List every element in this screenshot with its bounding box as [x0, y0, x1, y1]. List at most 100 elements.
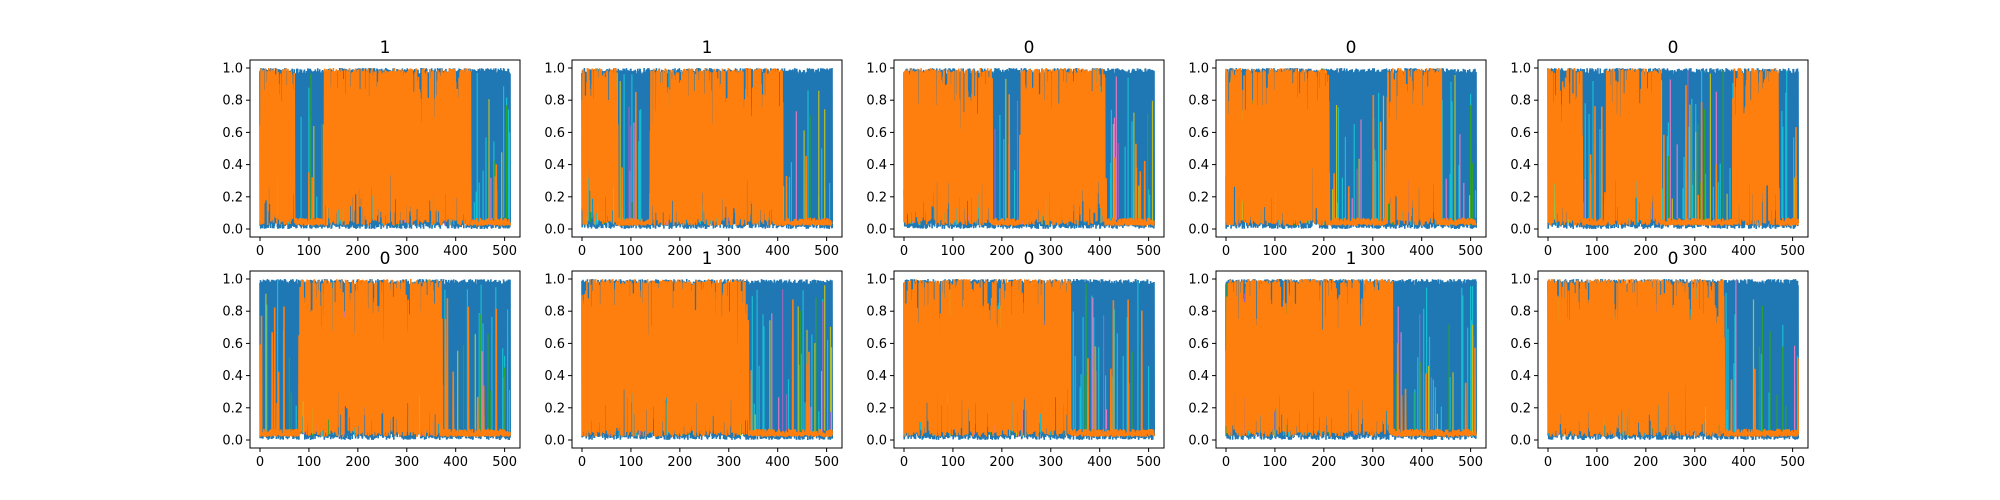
plot-area [903, 278, 1155, 441]
x-tick-label: 100 [941, 455, 966, 470]
y-tick-label: 0.4 [544, 369, 565, 384]
series-line-orange [259, 278, 511, 439]
subplot-3: 0.0 0.2 0.4 0.6 0.8 1.0 0 100 200 300 400 500 0 [866, 38, 1165, 259]
x-tick-label: 200 [989, 244, 1014, 259]
y-tick-label: 0.2 [544, 190, 565, 205]
x-tick-label: 300 [394, 244, 419, 259]
plot-area [581, 67, 833, 230]
x-tick-label: 200 [667, 455, 692, 470]
x-tick-label: 400 [443, 244, 468, 259]
subplot-4: 0.0 0.2 0.4 0.6 0.8 1.0 0 100 200 300 400 500 0 [1188, 38, 1487, 259]
y-tick-label: 0.6 [1510, 126, 1531, 141]
y-tick-label: 0.0 [866, 223, 887, 238]
y-tick-label: 0.8 [1510, 305, 1531, 320]
y-tick-label: 1.0 [544, 62, 565, 77]
plot-area [1225, 67, 1477, 230]
y-tick-label: 1.0 [222, 62, 243, 77]
subplot-9: 0.0 0.2 0.4 0.6 0.8 1.0 0 100 200 300 400 500 1 [1188, 249, 1487, 470]
plot-area [259, 67, 511, 230]
x-tick-label: 300 [716, 455, 741, 470]
x-tick-label: 500 [492, 455, 517, 470]
x-tick-label: 100 [1585, 455, 1610, 470]
y-tick-label: 1.0 [866, 273, 887, 288]
y-tick-label: 0.6 [1188, 337, 1209, 352]
subplot-5: 0.0 0.2 0.4 0.6 0.8 1.0 0 100 200 300 400 500 0 [1510, 38, 1809, 259]
x-tick-label: 300 [1038, 455, 1063, 470]
plot-area [581, 278, 833, 441]
x-tick-label: 100 [1263, 455, 1288, 470]
series-line-orange [1225, 278, 1477, 439]
x-tick-label: 200 [1311, 455, 1336, 470]
series-line-orange [259, 67, 511, 228]
x-tick-label: 200 [345, 244, 370, 259]
y-tick-label: 0.4 [1510, 369, 1531, 384]
plot-area [1547, 278, 1799, 441]
x-tick-label: 400 [443, 455, 468, 470]
y-tick-label: 0.8 [544, 305, 565, 320]
y-tick-label: 0.6 [222, 337, 243, 352]
series-line-orange [903, 67, 1155, 228]
y-tick-label: 0.0 [1510, 223, 1531, 238]
x-tick-label: 300 [1682, 455, 1707, 470]
x-tick-label: 400 [1409, 244, 1434, 259]
y-tick-label: 1.0 [1188, 273, 1209, 288]
x-tick-label: 0 [256, 455, 264, 470]
y-tick-label: 0.6 [544, 337, 565, 352]
y-tick-label: 0.0 [544, 434, 565, 449]
plot-area [903, 67, 1155, 230]
y-tick-label: 0.4 [1510, 158, 1531, 173]
subplot-8: 0.0 0.2 0.4 0.6 0.8 1.0 0 100 200 300 400 500 0 [866, 249, 1165, 470]
y-tick-label: 0.0 [1188, 223, 1209, 238]
subplot-title: 0 [1668, 249, 1679, 269]
x-tick-label: 200 [1633, 455, 1658, 470]
series-line-orange [1547, 278, 1799, 438]
axes-frame [893, 270, 1165, 449]
x-tick-label: 100 [619, 244, 644, 259]
subplot-7: 0.0 0.2 0.4 0.6 0.8 1.0 0 100 200 300 400 500 1 [544, 249, 843, 470]
subplot-title: 1 [702, 249, 713, 269]
series-line-orange [1225, 67, 1477, 228]
x-tick-label: 200 [667, 244, 692, 259]
x-tick-label: 500 [814, 244, 839, 259]
y-tick-label: 0.8 [866, 94, 887, 109]
y-tick-label: 0.2 [1188, 190, 1209, 205]
series-line-orange [1547, 67, 1799, 228]
subplot-1: 0.0 0.2 0.4 0.6 0.8 1.0 0 100 200 300 400 500 1 [222, 38, 521, 259]
subplot-title: 1 [702, 38, 713, 58]
x-tick-label: 300 [1038, 244, 1063, 259]
x-tick-label: 400 [1731, 455, 1756, 470]
y-tick-label: 0.0 [866, 434, 887, 449]
x-tick-label: 500 [814, 455, 839, 470]
y-tick-label: 0.0 [1510, 434, 1531, 449]
y-tick-label: 0.4 [222, 369, 243, 384]
subplot-title: 0 [1668, 38, 1679, 58]
y-tick-label: 0.2 [1510, 401, 1531, 416]
y-tick-label: 0.2 [866, 190, 887, 205]
subplot-title: 0 [380, 249, 391, 269]
axes-frame [249, 270, 521, 449]
y-tick-label: 0.0 [544, 223, 565, 238]
x-tick-label: 500 [1136, 244, 1161, 259]
x-tick-label: 300 [1682, 244, 1707, 259]
x-tick-label: 200 [989, 455, 1014, 470]
y-tick-label: 0.2 [866, 401, 887, 416]
y-tick-label: 0.8 [1510, 94, 1531, 109]
x-tick-label: 0 [1544, 455, 1552, 470]
y-tick-label: 0.4 [1188, 369, 1209, 384]
x-tick-label: 500 [1136, 455, 1161, 470]
x-tick-label: 100 [297, 455, 322, 470]
plot-area [1225, 278, 1477, 441]
y-tick-label: 0.0 [222, 223, 243, 238]
y-tick-label: 0.8 [1188, 94, 1209, 109]
x-tick-label: 500 [1458, 244, 1483, 259]
subplot-title: 1 [380, 38, 391, 58]
x-tick-label: 400 [1409, 455, 1434, 470]
y-tick-label: 0.8 [222, 305, 243, 320]
y-tick-label: 0.6 [1188, 126, 1209, 141]
axes-frame [1215, 270, 1487, 449]
x-tick-label: 400 [1087, 244, 1112, 259]
y-tick-label: 0.8 [866, 305, 887, 320]
axes-frame [571, 270, 843, 449]
series-line-green [1667, 70, 1724, 226]
